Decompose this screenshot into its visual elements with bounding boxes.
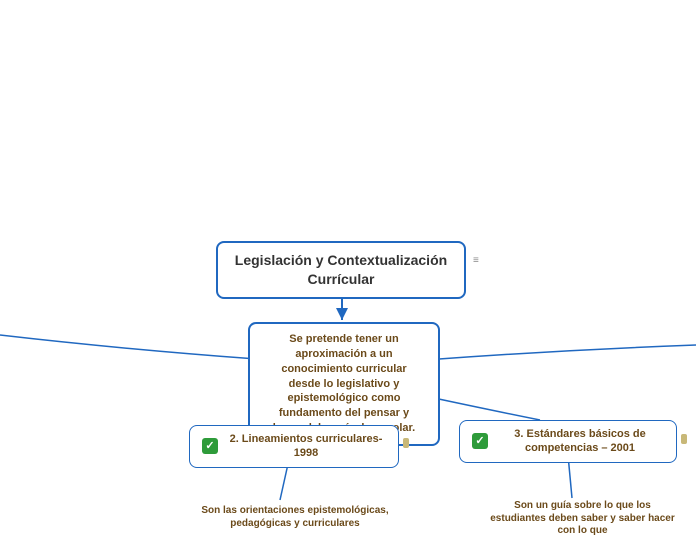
check-icon: ✓ [472,433,488,449]
branch-3-node[interactable]: ✓ 3. Estándares básicos de competencias … [459,420,677,463]
branch-2-label: 2. Lineamientos curriculares- 1998 [226,432,386,461]
branch-3-label: 3. Estándares básicos de competencias – … [496,427,664,456]
root-node[interactable]: Legislación y Contextualización Currícul… [216,241,466,299]
branch-2-node[interactable]: ✓ 2. Lineamientos curriculares- 1998 [189,425,399,468]
accent-dot [403,438,409,448]
check-icon: ✓ [202,438,218,454]
menu-icon[interactable]: ≡ [473,258,479,264]
branch-3-desc: Son un guía sobre lo que los estudiantes… [490,500,675,538]
branch-2-desc: Son las orientaciones epistemológicas, p… [200,505,390,530]
root-title: Legislación y Contextualización Currícul… [235,252,447,287]
accent-dot [681,434,687,444]
intro-text: Se pretende tener un aproximación a un c… [273,333,415,434]
